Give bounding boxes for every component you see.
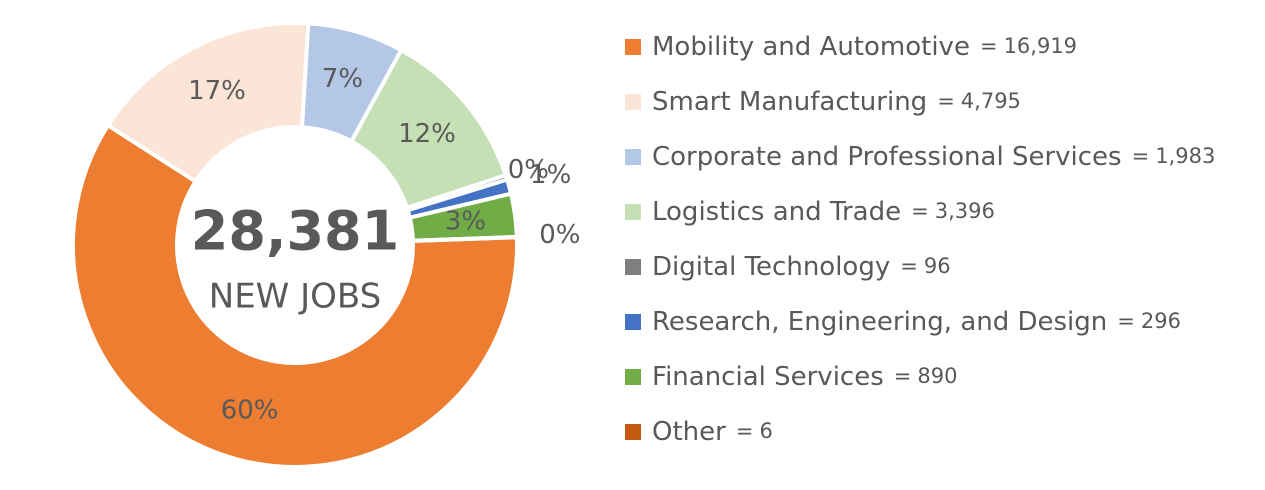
legend-name: Corporate and Professional Services bbox=[652, 142, 1122, 172]
percent-label: 7% bbox=[322, 64, 363, 94]
percent-label: 0% bbox=[508, 155, 549, 185]
legend-separator: = bbox=[1117, 309, 1135, 333]
legend-separator: = bbox=[937, 89, 955, 113]
legend-separator: = bbox=[911, 199, 929, 223]
percent-label: 12% bbox=[398, 119, 456, 149]
percent-label: 0% bbox=[539, 220, 580, 250]
percent-label: 60% bbox=[221, 395, 279, 425]
legend-name: Logistics and Trade bbox=[652, 197, 901, 227]
total-value: 28,381 bbox=[191, 200, 399, 263]
legend-name: Research, Engineering, and Design bbox=[652, 307, 1107, 337]
legend-value: 1,983 bbox=[1155, 144, 1215, 168]
legend-swatch bbox=[625, 259, 641, 275]
legend-swatch bbox=[625, 369, 641, 385]
legend-name: Other bbox=[652, 417, 726, 447]
legend-entry: Mobility and Automotive = 16,919 bbox=[652, 32, 1077, 62]
legend-swatch bbox=[625, 204, 641, 220]
legend-entry: Research, Engineering, and Design = 296 bbox=[652, 307, 1181, 337]
legend-separator: = bbox=[1132, 144, 1150, 168]
donut-slice bbox=[71, 122, 519, 469]
percent-label: 1% bbox=[530, 160, 571, 190]
legend-value: 296 bbox=[1141, 309, 1181, 333]
legend-entry: Smart Manufacturing = 4,795 bbox=[652, 87, 1021, 117]
donut-slice bbox=[410, 234, 519, 243]
legend-separator: = bbox=[980, 34, 998, 58]
legend-swatch bbox=[625, 149, 641, 165]
legend-value: 4,795 bbox=[961, 89, 1021, 113]
legend-name: Smart Manufacturing bbox=[652, 87, 927, 117]
legend-value: 16,919 bbox=[1004, 34, 1077, 58]
legend-swatch bbox=[625, 314, 641, 330]
legend-entry: Financial Services = 890 bbox=[652, 362, 957, 392]
legend-value: 6 bbox=[759, 419, 772, 443]
legend-name: Mobility and Automotive bbox=[652, 32, 970, 62]
donut-slice bbox=[105, 21, 311, 185]
legend-name: Digital Technology bbox=[652, 252, 890, 282]
legend-swatch bbox=[625, 39, 641, 55]
legend-value: 96 bbox=[924, 254, 951, 278]
legend-swatch bbox=[625, 424, 641, 440]
legend-value: 890 bbox=[917, 364, 957, 388]
total-caption: NEW JOBS bbox=[209, 277, 381, 317]
legend-separator: = bbox=[736, 419, 754, 443]
legend-entry: Digital Technology = 96 bbox=[652, 252, 951, 282]
legend-separator: = bbox=[894, 364, 912, 388]
percent-label: 17% bbox=[188, 76, 246, 106]
legend-entry: Corporate and Professional Services = 1,98… bbox=[652, 142, 1215, 172]
legend-name: Financial Services bbox=[652, 362, 884, 392]
legend-separator: = bbox=[900, 254, 918, 278]
percent-label: 3% bbox=[445, 206, 486, 236]
legend-entry: Logistics and Trade = 3,396 bbox=[652, 197, 995, 227]
legend-value: 3,396 bbox=[935, 199, 995, 223]
legend-swatch bbox=[625, 94, 641, 110]
legend-entry: Other = 6 bbox=[652, 417, 773, 447]
